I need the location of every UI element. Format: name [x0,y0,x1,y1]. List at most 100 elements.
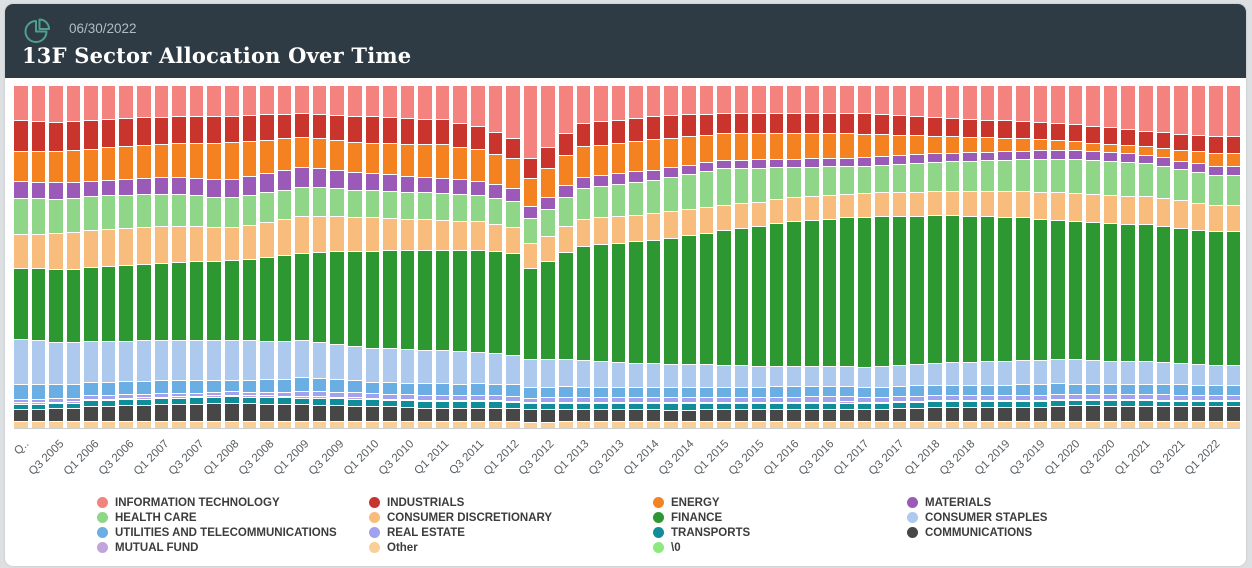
bar-segment-finance[interactable] [752,225,766,366]
bar-segment-utilities-and-telecommunications[interactable] [84,381,98,396]
bar-segment-health-care[interactable] [717,168,731,206]
bar-segment-consumer-staples[interactable] [629,362,643,387]
bar-segment-transports[interactable] [119,399,134,406]
bar-segment-health-care[interactable] [699,170,714,208]
bar-segment-mutual-fund[interactable] [1103,399,1118,401]
bar-segment-materials[interactable] [1174,160,1188,170]
bar-segment-transports[interactable] [189,397,204,404]
bar-segment-communications[interactable] [453,407,468,422]
bar-segment-transports[interactable] [1139,400,1153,406]
bar-segment-utilities-and-telecommunications[interactable] [1121,383,1135,395]
bar-segment-mutual-fund[interactable] [576,401,591,403]
bar-segment-mutual-fund[interactable] [207,395,221,397]
bar-segment-consumer-discretionary[interactable] [14,233,28,268]
bar[interactable] [822,86,837,428]
bar[interactable] [998,86,1012,428]
bar-segment-real-estate[interactable] [822,396,837,402]
bar-segment-mutual-fund[interactable] [435,400,450,402]
bar-segment-information-technology[interactable] [84,86,98,120]
bar-segment-mutual-fund[interactable] [506,400,520,402]
bar-segment-consumer-discretionary[interactable] [523,243,538,269]
bar-segment-energy[interactable] [787,133,802,159]
bar[interactable] [277,86,292,428]
bar-segment-information-technology[interactable] [681,86,696,115]
bar-segment-communications[interactable] [242,403,257,422]
bar-segment-consumer-staples[interactable] [49,341,63,384]
bar-segment-information-technology[interactable] [137,86,151,118]
bar[interactable] [963,86,977,428]
bar[interactable] [330,86,344,428]
bar-segment-real-estate[interactable] [1226,395,1241,401]
bar-segment-consumer-staples[interactable] [928,362,942,385]
bar-segment-transports[interactable] [576,402,591,410]
bar-segment-real-estate[interactable] [769,396,784,402]
bar-segment-materials[interactable] [1051,150,1065,159]
legend-item-consumer-discretionary[interactable]: CONSUMER DISCRETIONARY [369,510,653,525]
bar-segment-health-care[interactable] [928,161,942,191]
bar-segment-consumer-staples[interactable] [84,341,98,382]
bar-segment-communications[interactable] [910,407,925,422]
bar-segment-consumer-staples[interactable] [945,362,960,385]
bar-segment-utilities-and-telecommunications[interactable] [928,384,942,396]
bar-segment-finance[interactable] [945,215,960,363]
bar-segment-other[interactable] [646,421,661,428]
bar-segment-communications[interactable] [66,407,81,422]
bar-segment-other[interactable] [66,421,81,428]
bar-segment-utilities-and-telecommunications[interactable] [611,386,626,397]
bar-segment-mutual-fund[interactable] [312,396,327,399]
bar-segment-materials[interactable] [488,184,503,198]
bar-segment-other[interactable] [1191,421,1206,428]
bar-segment-transports[interactable] [945,401,960,408]
bar-segment-transports[interactable] [1086,400,1100,406]
bar-segment-real-estate[interactable] [49,398,63,402]
bar-segment-other[interactable] [1139,421,1153,428]
bar-segment-health-care[interactable] [312,187,327,216]
bar-segment-consumer-staples[interactable] [1121,361,1135,384]
bar-segment-other[interactable] [435,421,450,428]
bar-segment-health-care[interactable] [471,194,485,222]
bar-segment-health-care[interactable] [664,177,678,212]
bar-segment-industrials[interactable] [242,115,257,142]
bar-segment-communications[interactable] [365,406,380,422]
bar-segment-health-care[interactable] [787,167,802,198]
bar-segment-utilities-and-telecommunications[interactable] [717,386,731,397]
bar-segment-real-estate[interactable] [857,397,872,403]
bar-segment-materials[interactable] [805,158,819,167]
bar-segment-communications[interactable] [1156,405,1171,422]
bar[interactable] [400,86,415,428]
bar-segment-other[interactable] [295,421,309,428]
bar-segment-finance[interactable] [1015,217,1030,361]
bar-segment-information-technology[interactable] [49,86,63,122]
bar-segment-energy[interactable] [840,133,854,158]
bar-segment-other[interactable] [1209,421,1223,428]
bar-segment-information-technology[interactable] [260,86,274,115]
bar-segment-finance[interactable] [980,216,995,362]
bar-segment-consumer-discretionary[interactable] [840,193,854,218]
bar-segment-industrials[interactable] [1103,127,1118,144]
bar-segment-health-care[interactable] [207,196,221,227]
bar-segment-energy[interactable] [1139,146,1153,155]
bar-segment-communications[interactable] [1191,406,1206,422]
bar-segment-information-technology[interactable] [629,86,643,118]
bar-segment-consumer-staples[interactable] [418,349,432,384]
bar-segment-mutual-fund[interactable] [822,401,837,403]
bar-segment-utilities-and-telecommunications[interactable] [1226,385,1241,396]
bar-segment-materials[interactable] [471,180,485,195]
bar-segment-energy[interactable] [805,133,819,159]
bar-segment-mutual-fund[interactable] [224,394,239,397]
bar-segment-communications[interactable] [471,407,485,422]
bar[interactable] [734,86,749,428]
bar-segment-utilities-and-telecommunications[interactable] [137,380,151,394]
bar-segment-real-estate[interactable] [734,396,749,402]
bar-segment-industrials[interactable] [49,121,63,152]
bar-segment-consumer-discretionary[interactable] [892,191,907,216]
bar-segment-industrials[interactable] [769,113,784,134]
bar[interactable] [910,86,925,428]
bar-segment-information-technology[interactable] [1209,86,1223,137]
bar-segment-consumer-discretionary[interactable] [101,228,116,267]
bar-segment-utilities-and-telecommunications[interactable] [558,386,573,397]
bar-segment-health-care[interactable] [295,187,309,216]
bar-segment-real-estate[interactable] [699,396,714,402]
bar-segment-utilities-and-telecommunications[interactable] [295,377,309,391]
bar-segment-finance[interactable] [928,214,942,363]
